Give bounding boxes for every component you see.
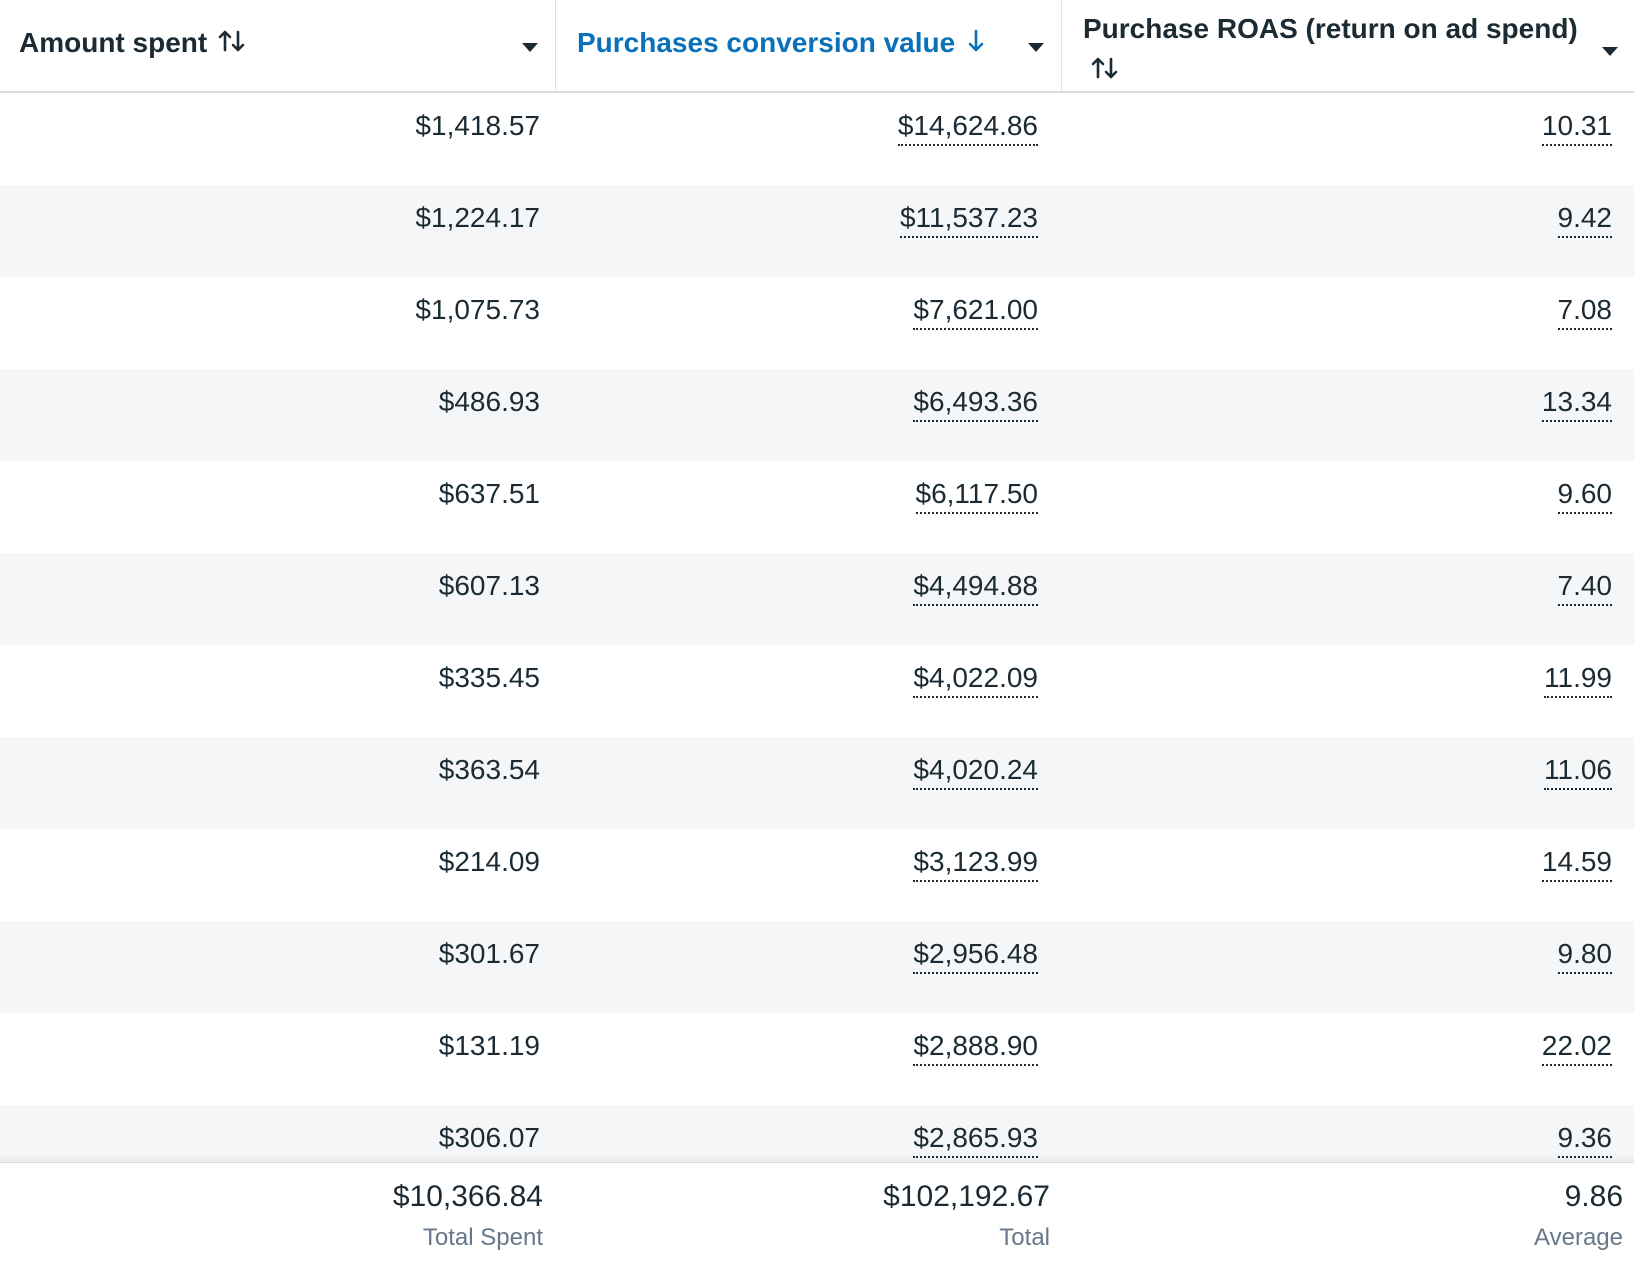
average-roas-label: Average — [1534, 1224, 1623, 1251]
table-body: $1,418.57 $14,624.86 10.31 $1,224.17 $11… — [0, 93, 1634, 1161]
roas-link[interactable]: 9.42 — [1557, 201, 1612, 238]
amount-spent-cell: $301.67 — [438, 938, 540, 969]
conversion-value-link[interactable]: $6,493.36 — [913, 385, 1038, 422]
column-title-purchases-conversion-value: Purchases conversion value — [577, 27, 956, 58]
roas-link[interactable]: 7.40 — [1557, 569, 1612, 606]
roas-link[interactable]: 9.60 — [1557, 477, 1612, 514]
amount-spent-cell: $637.51 — [438, 478, 540, 509]
sort-both-icon[interactable] — [217, 28, 247, 61]
conversion-value-link[interactable]: $2,888.90 — [913, 1029, 1038, 1066]
roas-link[interactable]: 11.06 — [1544, 753, 1612, 790]
amount-spent-cell: $306.07 — [438, 1122, 540, 1153]
sort-both-icon[interactable] — [1090, 55, 1120, 86]
amount-spent-cell: $363.54 — [438, 754, 540, 785]
amount-spent-cell: $214.09 — [438, 846, 540, 877]
table-row: $335.45 $4,022.09 11.99 — [0, 645, 1634, 737]
total-conversion-label: Total — [999, 1224, 1050, 1251]
table-row: $214.09 $3,123.99 14.59 — [0, 829, 1634, 921]
conversion-value-link[interactable]: $2,865.93 — [913, 1121, 1038, 1158]
column-header-amount-spent[interactable]: Amount spent — [0, 0, 556, 91]
conversion-value-link[interactable]: $3,123.99 — [913, 845, 1038, 882]
amount-spent-cell: $131.19 — [438, 1030, 540, 1061]
column-menu-caret-icon[interactable] — [1028, 43, 1044, 52]
conversion-value-link[interactable]: $2,956.48 — [913, 937, 1038, 974]
column-header-purchases-conversion-value[interactable]: Purchases conversion value — [556, 0, 1062, 91]
total-spent-value: $10,366.84 — [392, 1180, 543, 1213]
table-row: $131.19 $2,888.90 22.02 — [0, 1013, 1634, 1105]
roas-link[interactable]: 7.08 — [1557, 293, 1612, 330]
table-row: $637.51 $6,117.50 9.60 — [0, 461, 1634, 553]
footer-shadow — [0, 1154, 1634, 1164]
roas-link[interactable]: 22.02 — [1541, 1029, 1612, 1066]
amount-spent-cell: $1,075.73 — [415, 294, 540, 325]
table-row: $1,224.17 $11,537.23 9.42 — [0, 185, 1634, 277]
column-header-purchase-roas[interactable]: Purchase ROAS (return on ad spend) — [1062, 0, 1634, 91]
conversion-value-link[interactable]: $4,022.09 — [913, 661, 1038, 698]
conversion-value-link[interactable]: $11,537.23 — [899, 201, 1038, 238]
amount-spent-cell: $486.93 — [438, 386, 540, 417]
table-row: $1,418.57 $14,624.86 10.31 — [0, 93, 1634, 185]
column-menu-caret-icon[interactable] — [522, 43, 538, 52]
column-title-purchase-roas: Purchase ROAS (return on ad spend) — [1083, 13, 1578, 44]
table-row: $607.13 $4,494.88 7.40 — [0, 553, 1634, 645]
total-conversion-value: $102,192.67 — [883, 1180, 1050, 1213]
table-row: $1,075.73 $7,621.00 7.08 — [0, 277, 1634, 369]
roas-link[interactable]: 9.36 — [1557, 1121, 1612, 1158]
conversion-value-link[interactable]: $14,624.86 — [897, 109, 1038, 146]
table-header: Amount spent Purchases conversion value … — [0, 0, 1634, 93]
conversion-value-link[interactable]: $6,117.50 — [915, 477, 1038, 514]
roas-link[interactable]: 13.34 — [1541, 385, 1612, 422]
table-row: $306.07 $2,865.93 9.36 — [0, 1105, 1634, 1161]
column-menu-caret-icon[interactable] — [1602, 47, 1618, 56]
amount-spent-cell: $607.13 — [438, 570, 540, 601]
roas-link[interactable]: 10.31 — [1541, 109, 1612, 146]
conversion-value-link[interactable]: $7,621.00 — [913, 293, 1038, 330]
amount-spent-cell: $1,224.17 — [415, 202, 540, 233]
amount-spent-cell: $1,418.57 — [415, 110, 540, 141]
table-footer-summary: $10,366.84 Total Spent $102,192.67 Total… — [0, 1162, 1634, 1276]
conversion-value-link[interactable]: $4,020.24 — [913, 753, 1038, 790]
conversion-value-link[interactable]: $4,494.88 — [913, 569, 1038, 606]
roas-link[interactable]: 9.80 — [1557, 937, 1612, 974]
table-row: $486.93 $6,493.36 13.34 — [0, 369, 1634, 461]
roas-link[interactable]: 11.99 — [1544, 661, 1612, 698]
column-title-amount-spent: Amount spent — [19, 27, 208, 58]
average-roas-value: 9.86 — [1564, 1180, 1623, 1213]
table-row: $363.54 $4,020.24 11.06 — [0, 737, 1634, 829]
amount-spent-cell: $335.45 — [438, 662, 540, 693]
table-row: $301.67 $2,956.48 9.80 — [0, 921, 1634, 1013]
roas-link[interactable]: 14.59 — [1541, 845, 1612, 882]
total-spent-label: Total Spent — [422, 1224, 543, 1251]
sort-down-icon[interactable] — [965, 28, 987, 61]
